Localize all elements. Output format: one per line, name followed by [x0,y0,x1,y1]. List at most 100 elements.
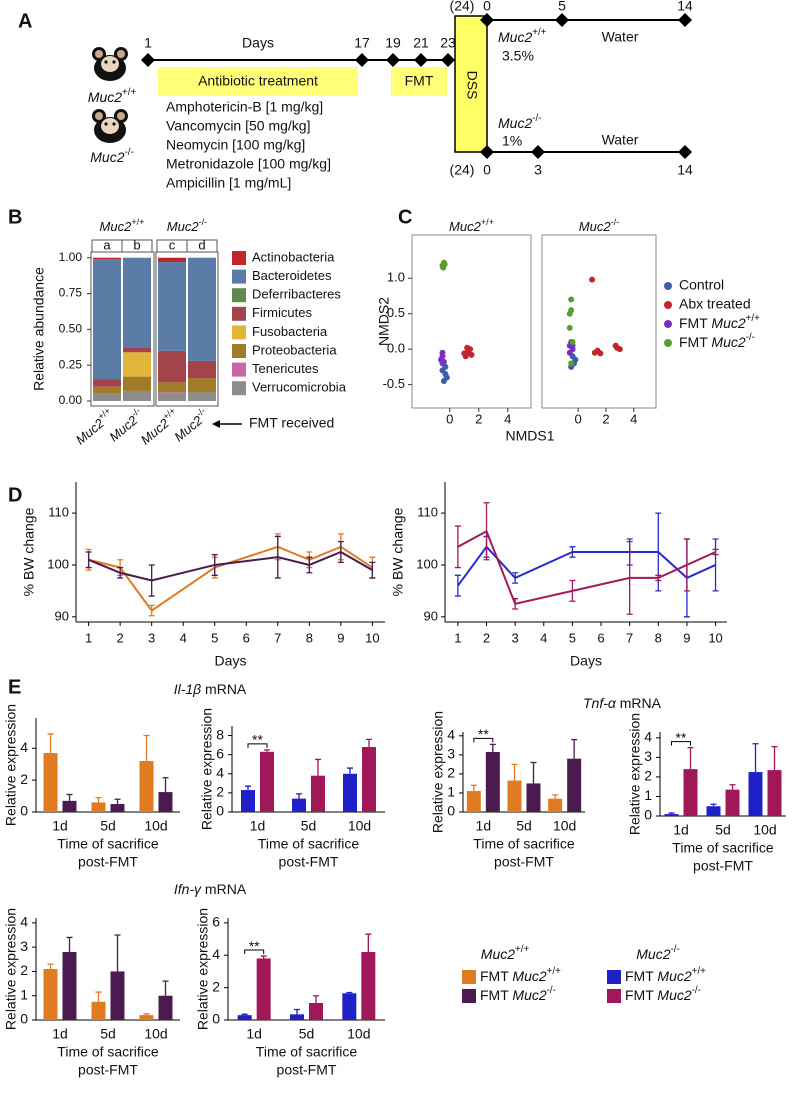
error-bar [569,546,576,558]
error-bar [114,798,121,805]
y-tick-label: 2 [216,784,224,800]
y-tick-label: 2 [20,771,28,787]
bar [466,791,481,812]
y-tick-label: 6 [212,914,220,930]
point [572,356,579,363]
x-axis-label: Time of sacrifice [672,840,774,856]
line [457,545,716,587]
branch-dose: 1% [502,133,522,149]
point [464,344,471,351]
bar-segment [158,257,186,263]
bar-segment [123,376,151,391]
y-tick-label: 110 [417,505,438,520]
bar [62,952,77,1020]
error-bar [512,598,519,610]
error-bar [569,579,576,602]
chart-title: Ifn-γ mRNA [174,881,247,897]
x-axis-label: post-FMT [277,1062,337,1078]
error-bar [148,604,155,617]
bar [342,993,357,1020]
x-tick-label: Muc2-/- [170,406,212,445]
bar [158,792,173,812]
x-tick-label: 3 [512,630,519,645]
point [569,339,576,346]
error-bar [95,991,102,1002]
error-bar [369,561,376,579]
error-bar [148,564,155,597]
x-tick-label: 8 [306,630,313,645]
bar [43,753,58,812]
x-tick-label: 7 [626,630,633,645]
significance-bracket [247,743,268,748]
branch-day: 14 [677,162,693,178]
significance-label: ** [676,729,687,745]
fmt-label: FMT [405,73,434,89]
error-bar [95,797,102,803]
branch-genotype: Muc2-/- [498,113,541,131]
x-tick-label: 3 [148,630,155,645]
branch-n: (24) [450,162,475,178]
error-bar [245,785,251,791]
antibiotic-item: Metronidazole [100 mg/kg] [166,156,331,172]
x-axis-label: Time of sacrifice [256,1044,358,1060]
mouse-icon [104,60,108,64]
legend-marker [664,301,672,309]
x-tick-label: 5d [516,818,532,834]
y-tick-label: 90 [55,608,69,623]
legend-label: FMT Muc2-/- [480,985,556,1003]
x-tick-label: 5d [715,822,731,838]
legend-swatch [232,325,246,340]
x-axis-label: post-FMT [494,854,554,870]
bar-strip [186,239,218,253]
bar-segment [93,379,121,387]
error-bar [511,763,518,781]
y-tick-label: -0.5 [383,376,405,391]
dss-box [454,15,488,153]
x-tick-label: 1d [476,818,492,834]
x-tick-label: 1d [52,818,68,834]
error-bar [296,793,302,799]
x-axis-label: Time of sacrifice [57,1044,159,1060]
bar-letter: c [169,237,176,252]
branch-day: 0 [483,0,491,14]
error-bar [47,733,54,754]
x-axis-label: Time of sacrifice [258,836,360,852]
bar-letter: a [103,237,111,252]
error-bar [241,1013,248,1016]
bar [139,1015,154,1020]
point [616,346,623,353]
timeline-marker [414,53,428,67]
error-bar [668,812,675,815]
timeline-marker [141,53,155,67]
error-bar [655,574,662,582]
timeline-marker [355,53,369,67]
x-tick-label: 10d [144,818,167,834]
bar [361,952,376,1020]
legend-swatch [462,989,476,1003]
x-tick-label: 10d [348,818,371,834]
error-bar [454,525,461,569]
bar-segment [93,386,121,394]
x-tick-label: 7 [274,630,281,645]
y-tick-label: 2 [644,768,652,784]
annotation-arrowhead [212,420,220,428]
error-bar [66,936,73,952]
y-tick-label: 2 [447,765,455,781]
branch-day: 0 [483,162,491,178]
error-bar [454,574,461,597]
timeline-day: 1 [144,35,152,51]
x-tick-label: 5d [100,818,116,834]
y-tick-label: 90 [424,608,438,623]
bar-segment [93,393,121,401]
bar [362,747,376,812]
error-bar [712,538,719,592]
y-tick-label: 2 [212,978,220,994]
significance-label: ** [249,938,260,954]
antibiotic-box [158,67,358,96]
bar [62,800,77,812]
bar [290,1014,304,1020]
error-bar [260,955,267,959]
bar-segment [158,392,186,394]
legend-label: Control [679,277,724,293]
timeline-day: 17 [354,35,370,51]
